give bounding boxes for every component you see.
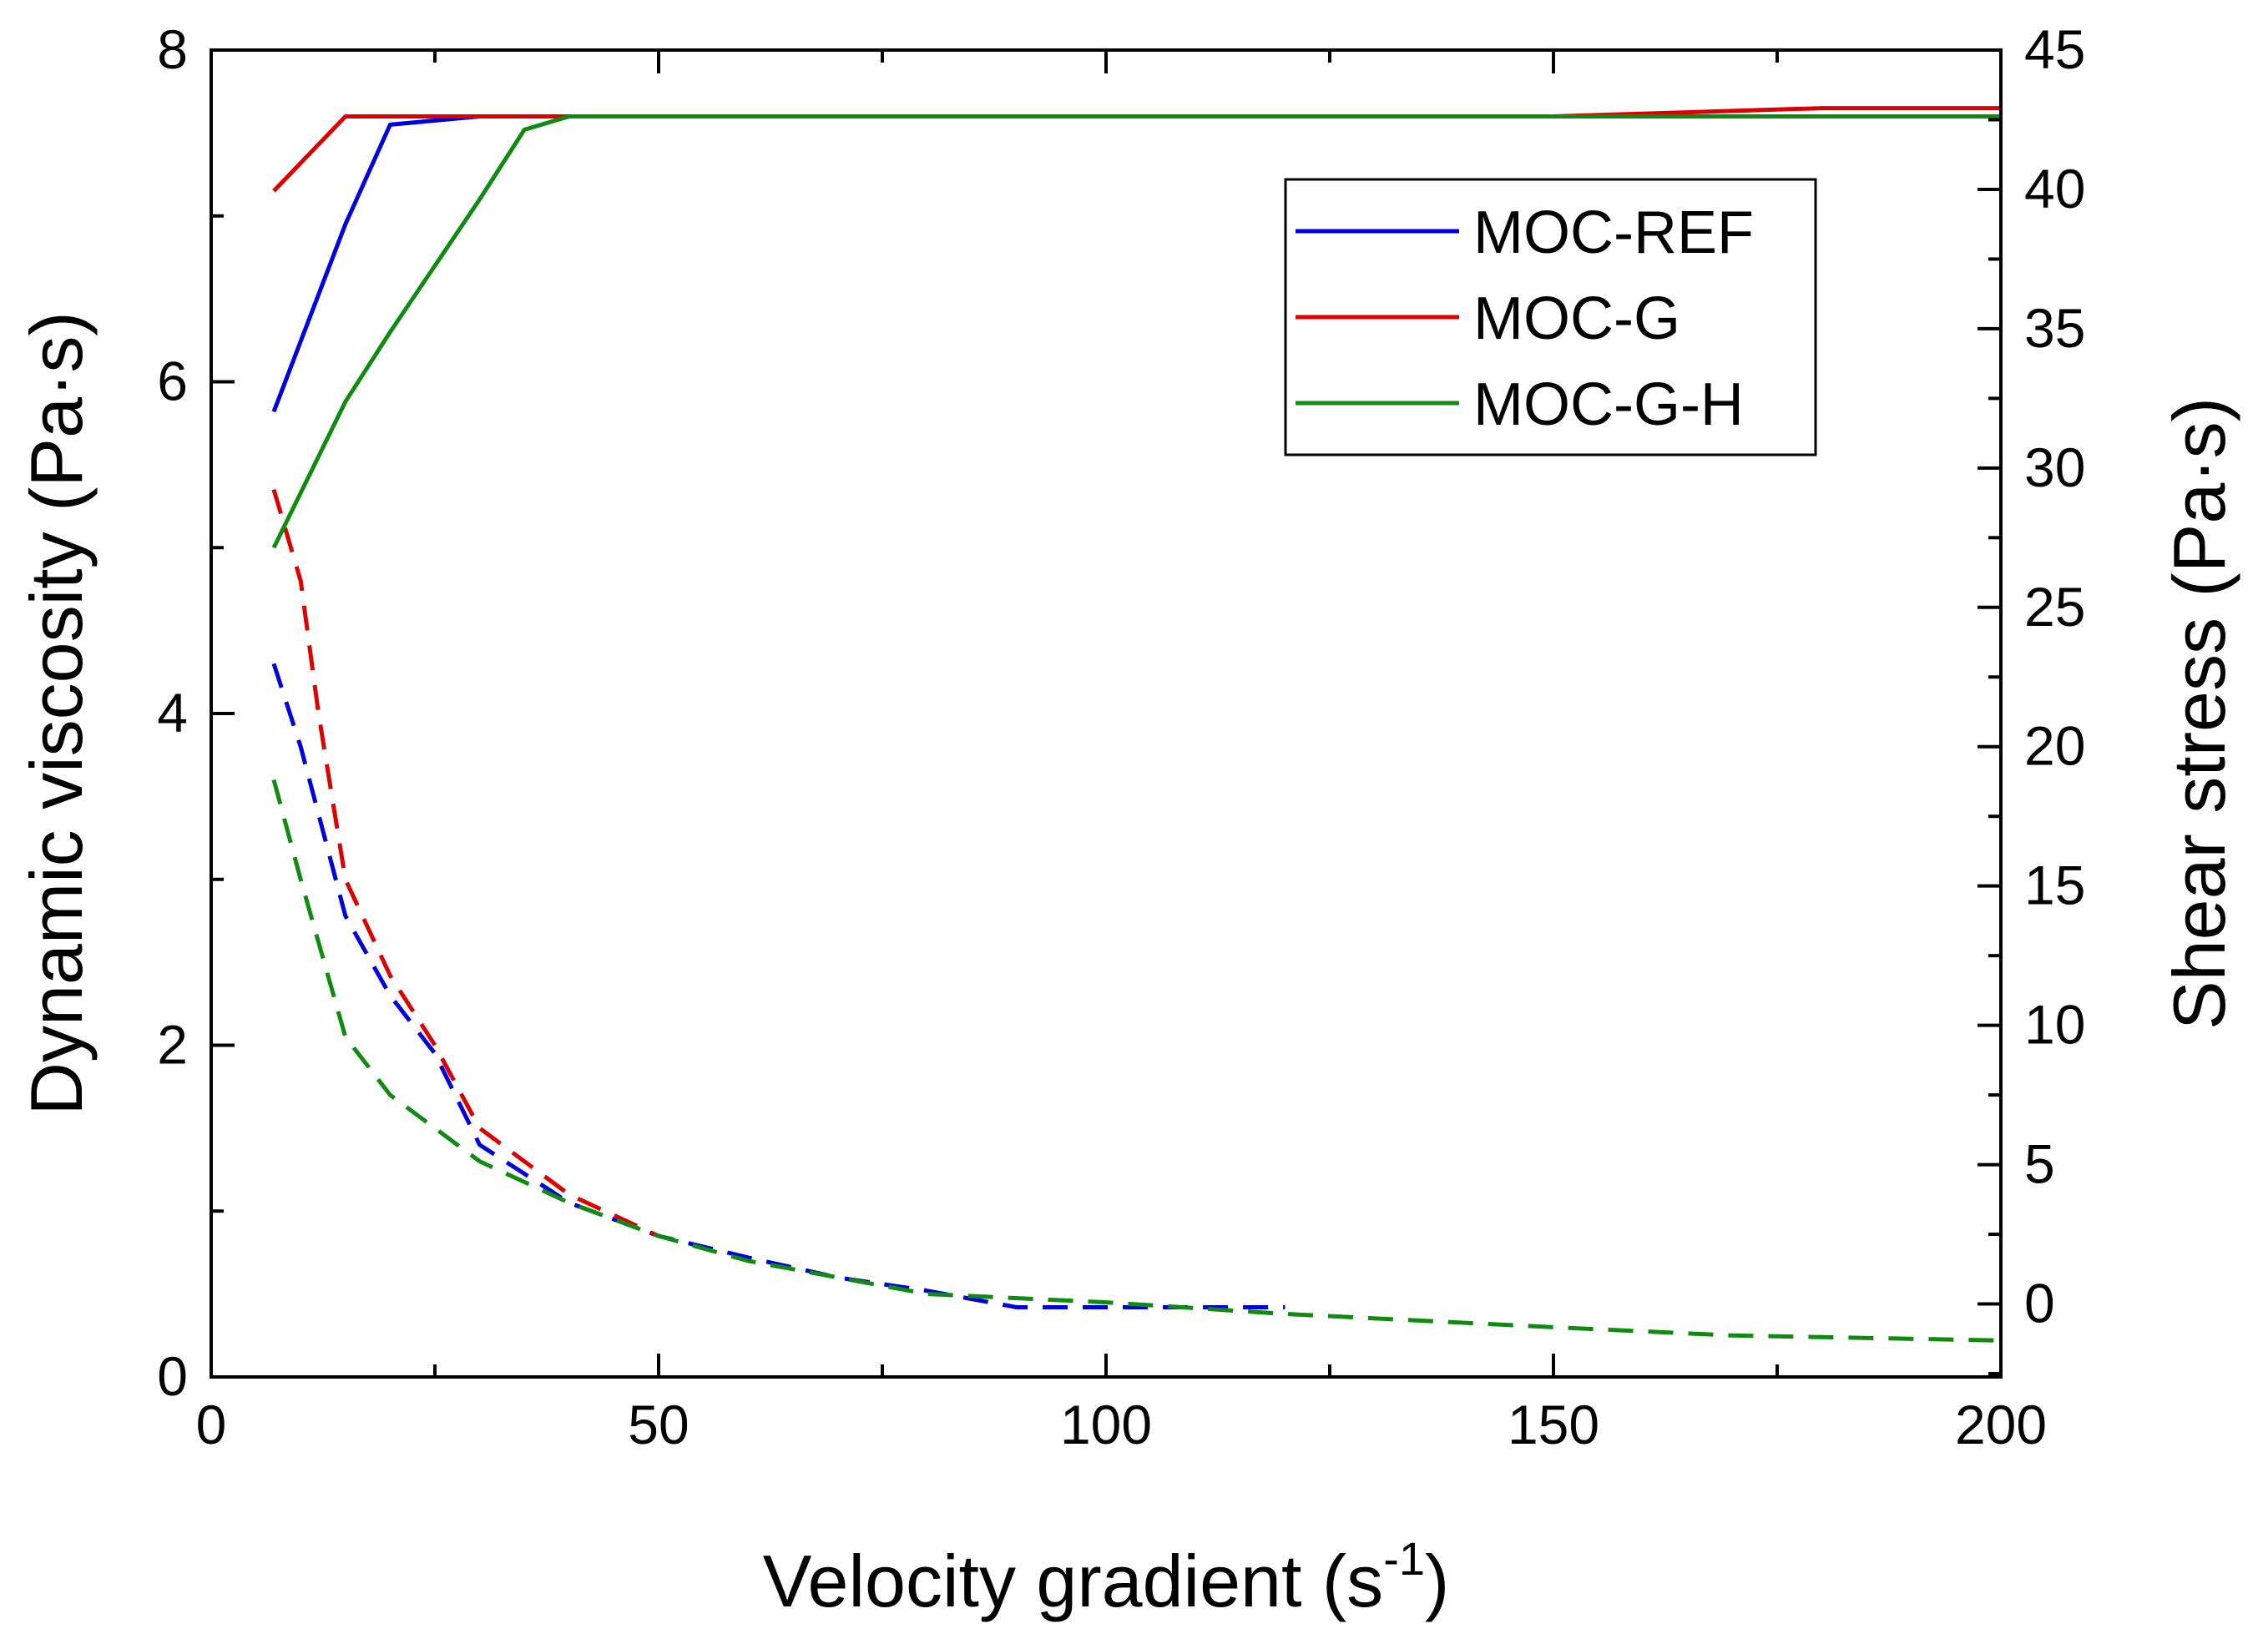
x-axis-title-close: ) (1425, 1540, 1449, 1622)
series-line-moc-g-h (271, 114, 2001, 549)
legend-items: MOC-REF MOC-G MOC-G-H (1296, 199, 1754, 438)
x-tick-label: 0 (196, 1394, 227, 1455)
x-axis-title-superscript: -1 (1383, 1532, 1425, 1585)
y-right-axis-title: Shear stress (Pa·s) (2158, 397, 2240, 1030)
ticks-layer: 0 50 100 150 200 0 2 4 6 8 0 5 10 15 20 25 30 35 40 45 (157, 18, 2085, 1455)
y-right-tick-label: 10 (2024, 994, 2085, 1056)
legend-label: MOC-G-H (1473, 371, 1744, 438)
y-left-tick-label: 2 (157, 1014, 188, 1076)
y-right-tick-label: 40 (2024, 158, 2085, 219)
y-right-tick-label: 20 (2024, 715, 2085, 777)
y-right-tick-label: 45 (2024, 18, 2085, 80)
legend-label: MOC-REF (1473, 199, 1754, 266)
y-right-tick-label: 30 (2024, 436, 2085, 498)
y-right-tick-label: 25 (2024, 576, 2085, 638)
y-right-tick-label: 15 (2024, 855, 2085, 916)
y-right-tick-label: 35 (2024, 297, 2085, 359)
x-tick-label: 50 (628, 1394, 689, 1455)
x-tick-label: 200 (1955, 1394, 2047, 1455)
y-left-axis-title: Dynamic viscosity (Pa·s) (15, 311, 98, 1115)
x-tick-label: 150 (1508, 1394, 1599, 1455)
x-axis-title: Velocity gradient (s-1) (763, 1532, 1450, 1622)
series-line-moc-g-h-shear (271, 779, 2002, 1343)
legend-label: MOC-G (1473, 285, 1680, 352)
y-right-tick-label: 0 (2024, 1273, 2055, 1334)
series-line-moc-g-shear (271, 488, 660, 1238)
series-layer (271, 106, 2002, 1343)
y-left-tick-label: 8 (157, 18, 188, 80)
series-line-moc-ref-shear (271, 663, 1286, 1309)
y-left-tick-label: 4 (157, 682, 188, 744)
y-right-tick-label: 5 (2024, 1133, 2055, 1195)
x-axis-title-main: Velocity gradient (s (763, 1540, 1384, 1622)
legend: MOC-REF MOC-G MOC-G-H (1284, 178, 1817, 456)
y-left-tick-label: 0 (157, 1345, 188, 1407)
x-tick-label: 100 (1060, 1394, 1152, 1455)
y-left-tick-label: 6 (157, 350, 188, 412)
